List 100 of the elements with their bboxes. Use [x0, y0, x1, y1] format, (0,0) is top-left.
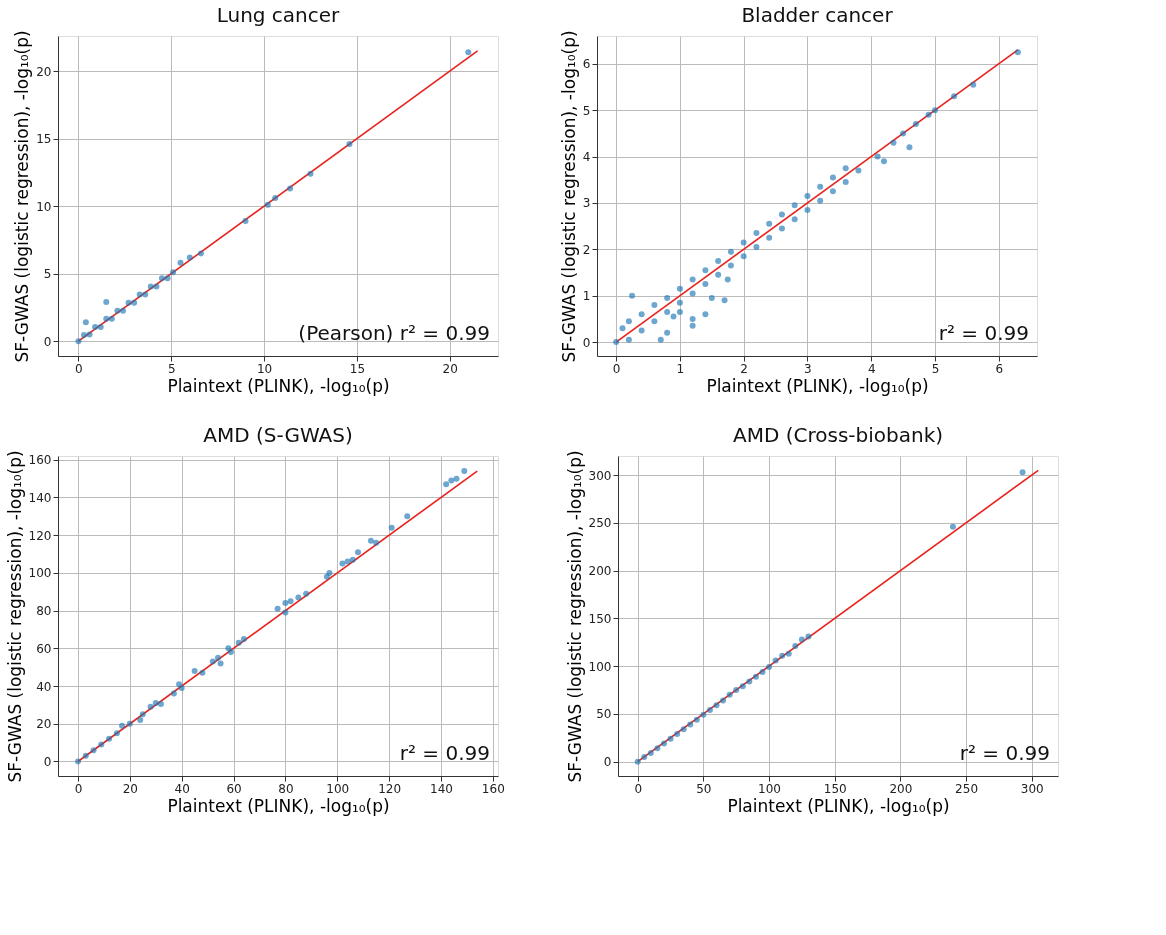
point	[766, 664, 773, 671]
x-tick-label: 3	[804, 361, 812, 376]
point	[186, 254, 193, 261]
chart-title: AMD (S-GWAS)	[203, 422, 353, 447]
y-tick-label: 1	[582, 289, 591, 304]
point	[170, 269, 177, 276]
point	[197, 250, 204, 257]
point	[339, 560, 346, 567]
y-axis-title: SF-GWAS (logistic regression), -log₁₀(p)	[558, 30, 579, 363]
point	[136, 291, 143, 298]
point	[177, 259, 184, 266]
point	[264, 201, 271, 208]
y-tick-label: 50	[596, 707, 612, 722]
point	[82, 319, 89, 326]
chart-title: Bladder cancer	[741, 2, 894, 27]
x-tick-label: 50	[696, 781, 712, 796]
point	[90, 747, 97, 754]
point	[367, 537, 374, 544]
point	[158, 275, 165, 282]
point	[92, 323, 99, 330]
point	[125, 299, 132, 306]
point	[106, 735, 113, 742]
y-tick-label: 15	[36, 132, 52, 147]
point	[272, 195, 279, 202]
x-tick-label: 120	[378, 781, 402, 796]
point	[80, 332, 87, 339]
y-tick-label: 120	[28, 528, 52, 543]
point	[139, 711, 146, 718]
point	[949, 523, 956, 530]
point	[798, 636, 805, 643]
point	[282, 600, 289, 607]
point	[404, 513, 411, 520]
point	[113, 730, 120, 737]
x-tick-label: 20	[442, 361, 458, 376]
point	[453, 475, 460, 482]
point	[785, 650, 792, 657]
annotation: r² = 0.99	[938, 321, 1029, 345]
x-tick-label: 60	[226, 781, 242, 796]
point	[354, 549, 361, 556]
x-tick-label: 2	[740, 361, 748, 376]
point	[448, 477, 455, 484]
point	[726, 691, 733, 698]
point	[307, 170, 314, 177]
point	[461, 468, 468, 475]
point	[214, 654, 221, 661]
y-axis-title: SF-GWAS (logistic regression), -log₁₀(p)	[564, 450, 585, 783]
point	[687, 721, 694, 728]
point	[295, 594, 302, 601]
point	[792, 643, 799, 650]
point	[693, 716, 700, 723]
point	[373, 539, 380, 546]
point	[137, 717, 144, 723]
y-tick-label: 6	[582, 57, 591, 72]
point	[641, 753, 648, 760]
x-tick-label: 250	[955, 781, 979, 796]
y-tick-label: 250	[588, 516, 612, 531]
point	[170, 690, 177, 697]
point	[303, 590, 310, 597]
point	[759, 668, 766, 675]
y-tick-label: 20	[36, 64, 52, 79]
annotation: r² = 0.99	[399, 741, 490, 765]
point	[1019, 469, 1026, 476]
y-tick-label: 10	[36, 199, 52, 214]
point	[82, 752, 89, 759]
y-tick-label: 60	[36, 641, 52, 656]
point	[114, 307, 121, 314]
point	[805, 633, 812, 640]
point	[108, 315, 115, 322]
x-tick-label: 20	[122, 781, 138, 796]
point	[634, 758, 641, 765]
point	[733, 687, 740, 694]
x-tick-label: 100	[326, 781, 350, 796]
point	[772, 657, 779, 664]
y-tick-label: 200	[588, 564, 612, 579]
point	[147, 703, 154, 710]
point	[282, 609, 289, 616]
point	[209, 658, 216, 665]
y-tick-label: 0	[603, 755, 612, 770]
x-axis-title: Plaintext (PLINK), -log₁₀(p)	[727, 795, 950, 816]
y-tick-label: 300	[588, 468, 612, 483]
x-tick-label: 1	[676, 361, 685, 376]
y-tick-label: 5	[582, 103, 591, 118]
x-tick-label: 140	[430, 781, 453, 796]
y-axis-title: SF-GWAS (logistic regression), -log₁₀(p)	[12, 30, 33, 363]
x-tick-label: 10	[256, 361, 273, 376]
point	[680, 726, 687, 733]
annotation: r² = 0.99	[959, 741, 1050, 765]
point	[667, 735, 674, 742]
annotation: (Pearson) r² = 0.99	[298, 321, 490, 345]
x-tick-label: 0	[634, 781, 643, 796]
point	[164, 275, 171, 282]
point	[97, 323, 104, 330]
point	[746, 678, 753, 685]
point	[654, 745, 661, 752]
point	[779, 652, 786, 659]
y-tick-label: 4	[582, 150, 591, 165]
y-tick-label: 160	[28, 453, 52, 468]
point	[227, 649, 234, 656]
point	[706, 707, 713, 714]
x-axis-title: Plaintext (PLINK), -log₁₀(p)	[706, 375, 929, 396]
